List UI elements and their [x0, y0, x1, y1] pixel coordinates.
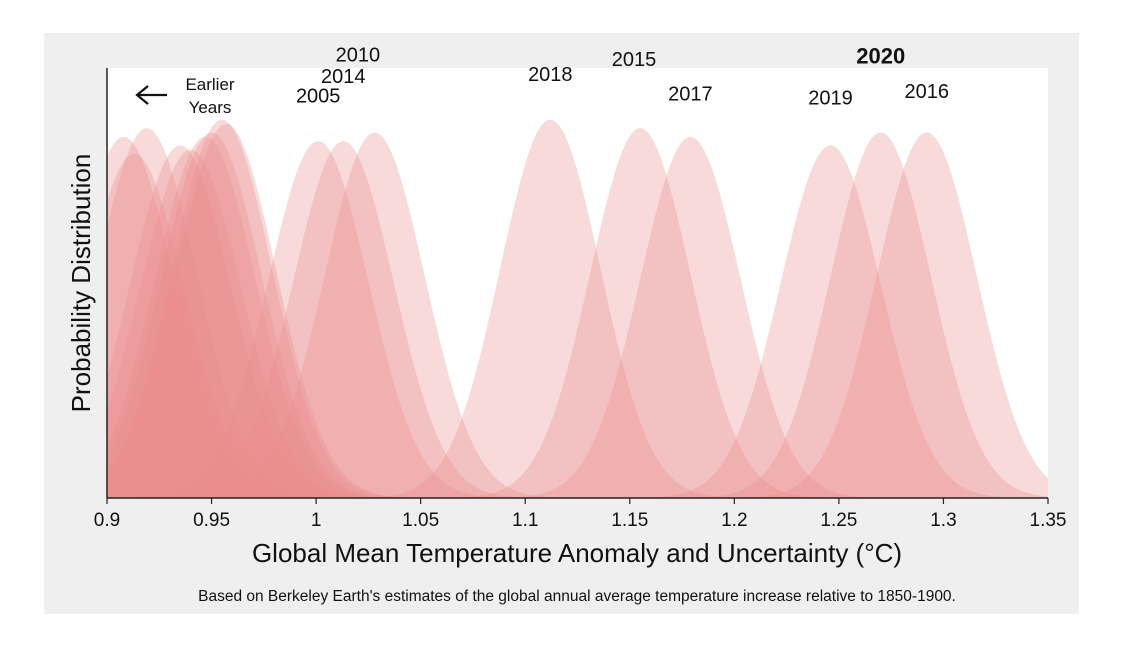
year-label-2005: 2005 — [296, 85, 341, 107]
year-label-2020: 2020 — [856, 44, 905, 69]
plot-area — [107, 68, 1048, 498]
distribution-curve-2015 — [389, 128, 892, 498]
left-arrow-icon — [135, 85, 167, 105]
x-ticks: 0.9 0.95 1 1.05 1.1 1.15 1.2 1.25 1.3 1.35 — [94, 498, 1067, 531]
year-label-2017: 2017 — [668, 83, 713, 105]
x-tick-label: 0.95 — [193, 510, 230, 531]
distribution-curve-1 — [107, 128, 398, 498]
x-tick-label: 1.15 — [611, 510, 648, 531]
earlier-years-note: Earlier Years — [135, 75, 235, 117]
distribution-curve-7 — [107, 119, 473, 499]
distribution-curve-2018 — [299, 119, 802, 498]
x-tick-label: 1.1 — [512, 510, 538, 531]
x-tick-label: 1.2 — [721, 510, 747, 531]
distribution-curve-4 — [107, 149, 442, 498]
distribution-curves — [107, 119, 1048, 499]
chart-figure: 0.9 0.95 1 1.05 1.1 1.15 1.2 1.25 1.3 1.35 2005 20… — [44, 33, 1079, 614]
distribution-curve-2014 — [107, 141, 595, 498]
distribution-curve-2017 — [439, 136, 942, 499]
chart-svg: 0.9 0.95 1 1.05 1.1 1.15 1.2 1.25 1.3 1.35 200520… — [66, 44, 1067, 605]
distribution-curve-3 — [107, 145, 432, 498]
distribution-curve-2019 — [579, 145, 1048, 498]
distribution-curve-2020 — [629, 132, 1048, 498]
distribution-curve-0 — [107, 136, 375, 498]
distribution-curve-5 — [107, 136, 457, 498]
y-axis-title: Probability Distribution — [66, 154, 96, 413]
distribution-curve-8 — [107, 123, 478, 498]
x-tick-label: 1.05 — [402, 510, 439, 531]
x-tick-label: 1.3 — [930, 510, 956, 531]
distribution-curve-2 — [107, 154, 386, 498]
year-label-2018: 2018 — [528, 64, 573, 86]
earlier-label-line2: Years — [189, 98, 232, 117]
x-tick-label: 1.25 — [820, 510, 857, 531]
distribution-curve-6 — [107, 132, 463, 498]
x-tick-label: 0.9 — [94, 510, 120, 531]
year-label-2014: 2014 — [321, 66, 366, 88]
x-axis-title: Global Mean Temperature Anomaly and Unce… — [252, 538, 902, 568]
distribution-curve-2005 — [107, 141, 570, 498]
year-label-2019: 2019 — [808, 88, 853, 110]
distribution-curve-2016 — [675, 132, 1048, 498]
x-tick-label: 1.35 — [1030, 510, 1067, 531]
year-label-2015: 2015 — [612, 49, 657, 71]
year-label-2016: 2016 — [904, 81, 949, 103]
year-label-2010: 2010 — [336, 45, 381, 67]
earlier-label-line1: Earlier — [185, 75, 234, 94]
distribution-curve-2010 — [123, 132, 626, 498]
footnote: Based on Berkeley Earth's estimates of t… — [198, 588, 956, 605]
x-tick-label: 1 — [311, 510, 322, 531]
axes — [106, 68, 1048, 499]
